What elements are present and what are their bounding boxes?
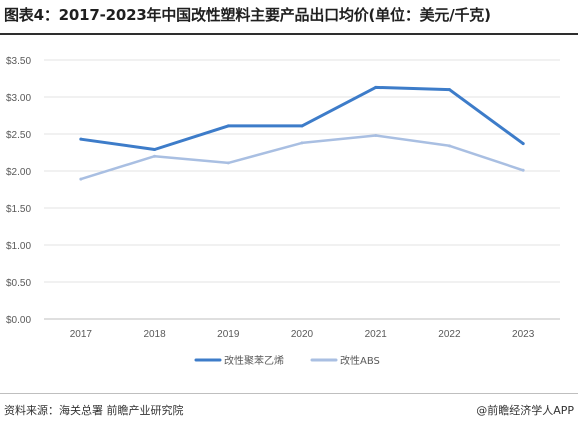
gridlines bbox=[44, 59, 560, 320]
x-axis-ticks: 2017 2018 2019 2020 2021 2022 2023 bbox=[70, 329, 535, 340]
legend: 改性聚苯乙烯 改性ABS bbox=[194, 354, 380, 367]
y-tick-label: $3.50 bbox=[6, 56, 31, 67]
data-point bbox=[447, 144, 451, 148]
y-tick-label: $1.50 bbox=[6, 204, 31, 215]
title-divider bbox=[0, 33, 578, 35]
data-point bbox=[226, 161, 230, 165]
x-tick-label: 2019 bbox=[217, 329, 240, 340]
data-point bbox=[374, 133, 378, 137]
x-tick-label: 2023 bbox=[512, 329, 535, 340]
footer-divider bbox=[0, 393, 578, 394]
data-point bbox=[300, 124, 304, 128]
data-point bbox=[153, 148, 157, 152]
credit-note: @前瞻经济学人APP bbox=[476, 404, 574, 417]
chart-title: 图表4：2017-2023年中国改性塑料主要产品出口均价(单位：美元/千克) bbox=[4, 6, 491, 24]
y-tick-label: $0.50 bbox=[6, 278, 31, 289]
x-tick-label: 2022 bbox=[438, 329, 461, 340]
data-point bbox=[79, 137, 83, 141]
data-point bbox=[153, 154, 157, 158]
data-point bbox=[226, 124, 230, 128]
data-point bbox=[521, 142, 525, 146]
legend-label: 改性ABS bbox=[340, 354, 380, 367]
y-tick-label: $0.00 bbox=[6, 315, 31, 326]
data-point bbox=[300, 141, 304, 145]
series-lines bbox=[79, 85, 525, 181]
data-point bbox=[521, 168, 525, 172]
source-note: 资料来源：海关总署 前瞻产业研究院 bbox=[4, 404, 184, 417]
y-tick-label: $3.00 bbox=[6, 93, 31, 104]
x-tick-label: 2017 bbox=[70, 329, 93, 340]
legend-label: 改性聚苯乙烯 bbox=[224, 354, 284, 367]
data-point bbox=[79, 177, 83, 181]
y-tick-label: $2.50 bbox=[6, 130, 31, 141]
y-tick-label: $2.00 bbox=[6, 167, 31, 178]
y-tick-label: $1.00 bbox=[6, 241, 31, 252]
x-tick-label: 2020 bbox=[291, 329, 314, 340]
x-tick-label: 2021 bbox=[365, 329, 388, 340]
x-tick-label: 2018 bbox=[143, 329, 166, 340]
data-point bbox=[447, 88, 451, 92]
y-axis-ticks: $0.00 $0.50 $1.00 $1.50 $2.00 $2.50 $3.00 $3.50 bbox=[6, 56, 31, 326]
data-point bbox=[374, 85, 378, 89]
